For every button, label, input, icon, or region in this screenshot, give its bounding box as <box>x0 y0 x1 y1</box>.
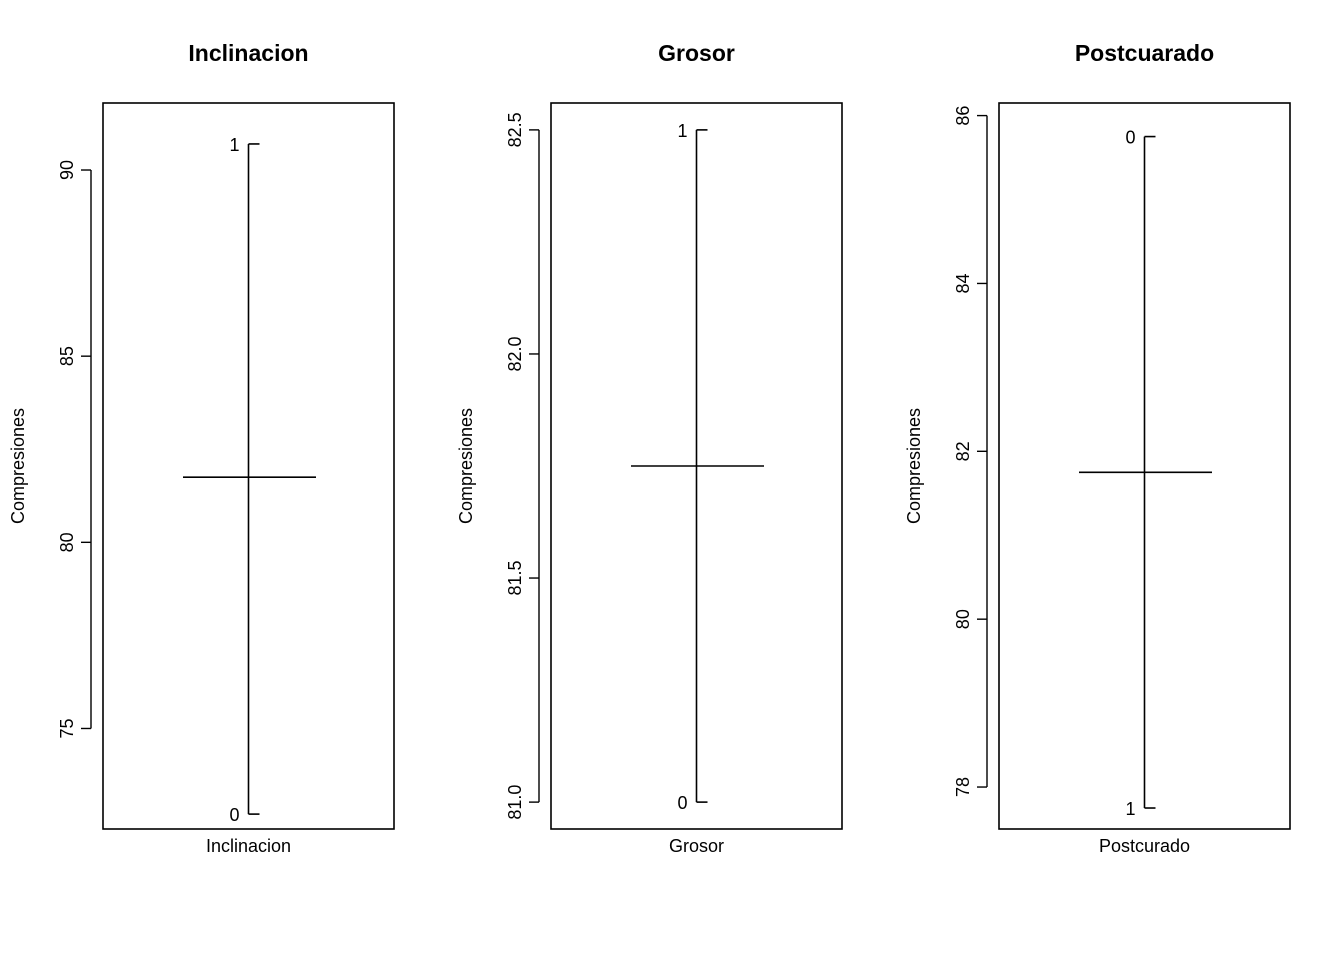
level-label: 1 <box>229 135 239 155</box>
y-axis: 81.0 81.5 82.0 82.5 <box>505 112 540 820</box>
x-axis-label: Inclinacion <box>206 836 291 856</box>
y-tick-label: 82.5 <box>505 112 525 147</box>
panel-1: Inclinacion Inclinacion Compresiones 75 80 85… <box>8 40 395 856</box>
y-axis: 78 80 82 84 86 <box>953 106 988 797</box>
panel-title: Postcuarado <box>1075 40 1214 66</box>
plot-frame <box>550 102 843 830</box>
level-label: 0 <box>677 793 687 813</box>
y-tick-label: 90 <box>57 160 77 180</box>
plot-frame <box>998 102 1291 830</box>
y-tick-label: 82 <box>953 441 973 461</box>
y-tick-label: 80 <box>953 609 973 629</box>
y-tick-label: 86 <box>953 106 973 126</box>
y-tick-label: 78 <box>953 777 973 797</box>
level-label: 1 <box>677 121 687 141</box>
plot-frame <box>102 102 395 830</box>
y-tick-label: 80 <box>57 532 77 552</box>
y-axis-label: Compresiones <box>8 408 28 524</box>
y-axis: 75 80 85 90 <box>57 160 92 738</box>
y-tick-label: 82.0 <box>505 336 525 371</box>
y-tick-label: 75 <box>57 718 77 738</box>
panel-title: Inclinacion <box>188 40 308 66</box>
y-axis-label: Compresiones <box>904 408 924 524</box>
y-tick-label: 81.5 <box>505 561 525 596</box>
panel-2: Grosor Grosor Compresiones 81.0 81.5 82.0 82.5… <box>456 40 843 856</box>
panel-title: Grosor <box>658 40 735 66</box>
y-tick-label: 85 <box>57 346 77 366</box>
x-axis-label: Grosor <box>669 836 724 856</box>
level-label: 1 <box>1125 799 1135 819</box>
level-label: 0 <box>1125 128 1135 148</box>
x-axis-label: Postcurado <box>1099 836 1190 856</box>
y-axis-label: Compresiones <box>456 408 476 524</box>
y-tick-label: 84 <box>953 273 973 293</box>
level-label: 0 <box>229 805 239 825</box>
y-tick-label: 81.0 <box>505 785 525 820</box>
panel-3: Postcuarado Postcurado Compresiones 78 80 82 8… <box>904 40 1291 856</box>
